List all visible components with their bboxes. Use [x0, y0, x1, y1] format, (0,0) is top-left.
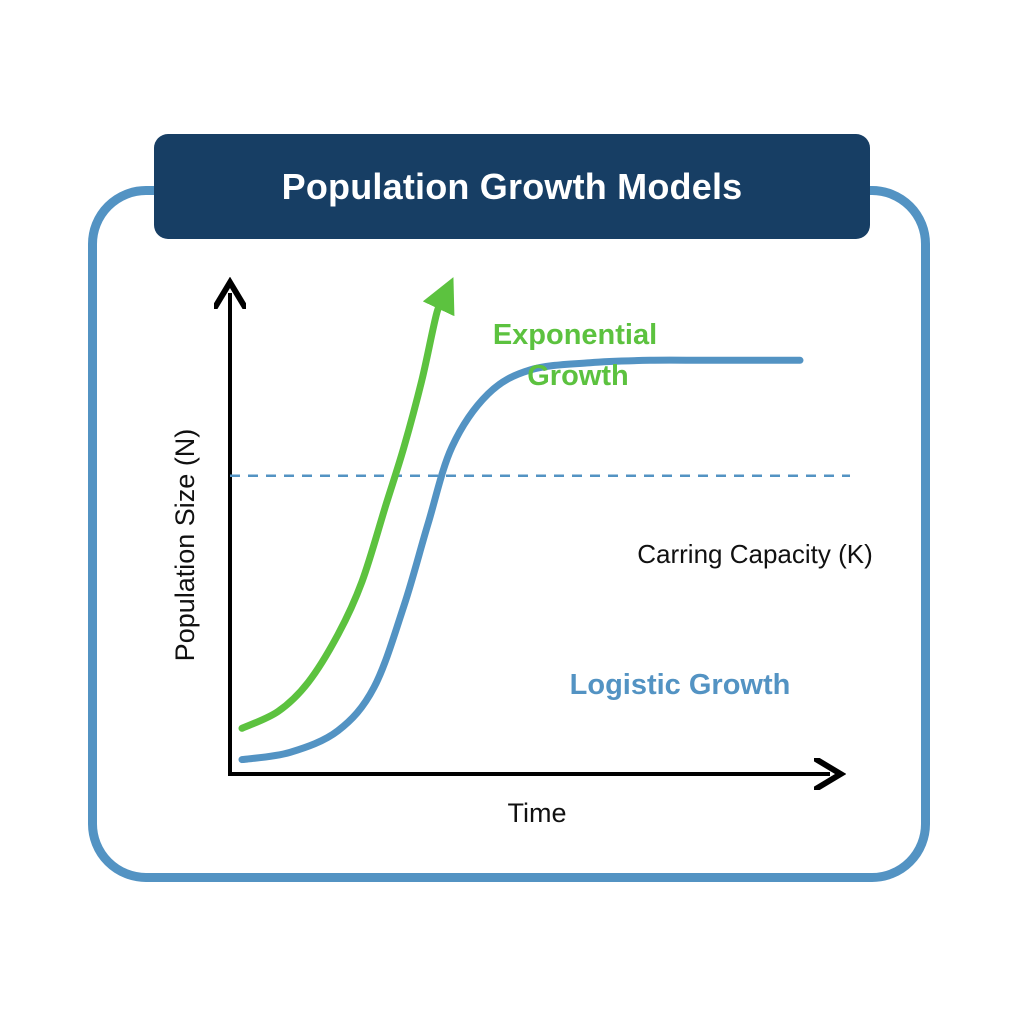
x-axis-label: Time [508, 798, 567, 828]
logistic-growth-line [238, 356, 804, 764]
chart-title: Population Growth Models [281, 165, 743, 207]
exponential-growth-label-line-1: Exponential [493, 319, 657, 351]
carrying-capacity-label: Carring Capacity (K) [637, 539, 873, 569]
title-banner: Population Growth Models [154, 134, 870, 239]
y-axis-label: Population Size (N) [170, 429, 200, 662]
logistic-growth-label: Logistic Growth [570, 669, 791, 701]
exponential-growth-label-line-2: Growth [527, 360, 629, 392]
exponential-growth-line [238, 277, 455, 732]
